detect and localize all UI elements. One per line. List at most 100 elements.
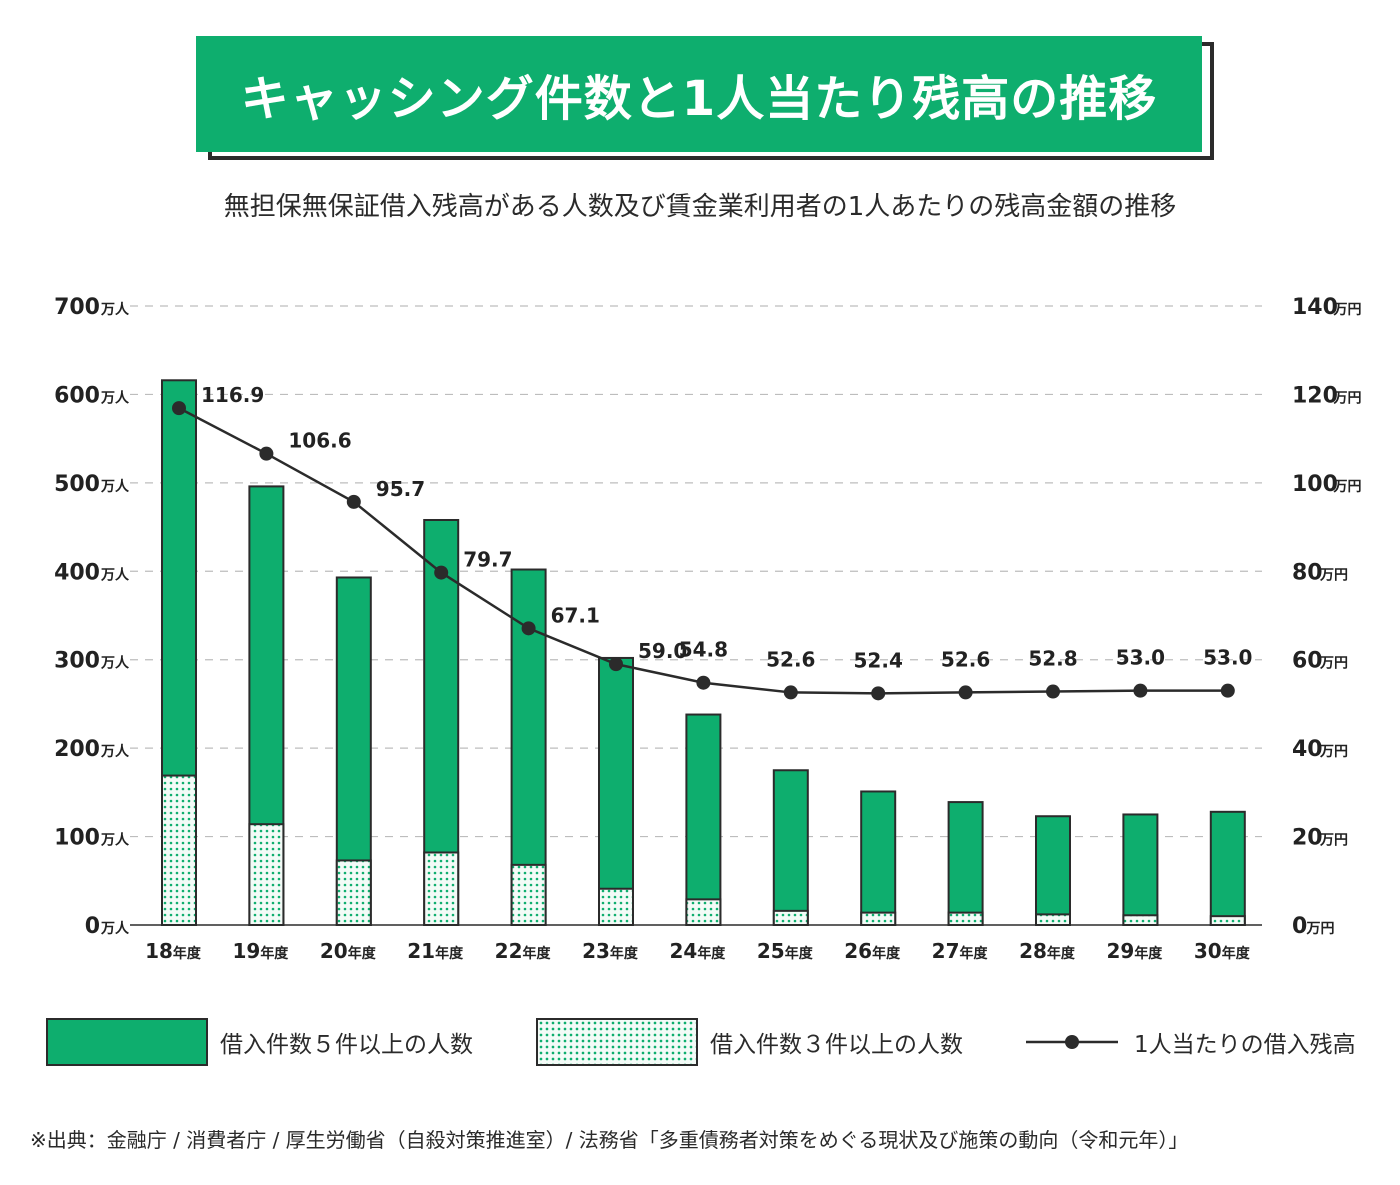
category-label: 23年度 xyxy=(582,939,639,963)
balance-data-label: 53.0 xyxy=(1203,646,1252,670)
bar-dotted xyxy=(1035,913,1071,926)
right-tick-unit: 万円 xyxy=(1319,656,1348,672)
balance-point xyxy=(1046,684,1060,699)
balance-point xyxy=(783,685,798,700)
legend-swatch-dotted xyxy=(536,1018,698,1066)
balance-point xyxy=(1133,683,1148,698)
left-tick-unit: 万人 xyxy=(100,301,130,318)
balance-data-label: 52.6 xyxy=(766,647,815,671)
category-label: 21年度 xyxy=(407,939,464,963)
left-tick-label: 100 xyxy=(54,826,100,851)
right-tick-unit: 万円 xyxy=(1319,833,1348,849)
left-tick-label: 200 xyxy=(54,737,100,762)
right-tick-label: 120 xyxy=(1292,383,1338,408)
right-tick-label: 20 xyxy=(1292,826,1323,851)
legend-line-marker xyxy=(1026,1035,1118,1049)
right-tick-label: 40 xyxy=(1292,737,1323,762)
right-tick-unit: 万円 xyxy=(1306,921,1335,937)
bar-solid xyxy=(860,790,897,926)
bar-dotted xyxy=(248,823,285,926)
balance-data-label: 106.6 xyxy=(288,429,351,453)
bar-dotted xyxy=(423,851,460,927)
left-tick-label: 700 xyxy=(54,295,100,320)
bar-dotted xyxy=(1209,915,1246,927)
bar-solid xyxy=(1122,813,1159,927)
balance-point xyxy=(346,494,361,509)
right-tick-label: 60 xyxy=(1292,649,1323,674)
balance-data-label: 116.9 xyxy=(201,383,264,407)
right-tick-label: 100 xyxy=(1292,472,1338,497)
balance-data-label: 54.8 xyxy=(679,638,728,662)
bar-solid xyxy=(685,713,722,926)
bar-dotted xyxy=(335,859,372,926)
category-label: 25年度 xyxy=(757,939,814,963)
left-tick-unit: 万人 xyxy=(100,655,130,672)
legend-label-line: 1人当たりの借入残高 xyxy=(1134,1032,1356,1058)
category-label: 26年度 xyxy=(844,939,901,963)
right-tick-unit: 万円 xyxy=(1333,479,1362,495)
chart-subtitle: 無担保無保証借入残高がある人数及び賃金業利用者の1人あたりの残高金額の推移 xyxy=(223,192,1177,222)
right-tick-label: 0 xyxy=(1292,914,1307,939)
category-label: 29年度 xyxy=(1106,939,1163,963)
balance-point xyxy=(434,565,449,580)
category-label: 20年度 xyxy=(320,939,377,963)
title-banner: キャッシング件数と1人当たり残高の推移 xyxy=(196,36,1216,160)
balance-point xyxy=(1220,683,1235,698)
right-tick-unit: 万円 xyxy=(1319,567,1348,583)
left-tick-unit: 万人 xyxy=(100,832,130,849)
right-tick-label: 80 xyxy=(1292,560,1323,585)
category-label: 24年度 xyxy=(669,939,726,963)
left-tick-label: 500 xyxy=(54,472,100,497)
balance-data-label: 52.6 xyxy=(941,647,990,671)
left-tick-unit: 万人 xyxy=(100,743,130,760)
legend-swatch-solid xyxy=(46,1018,208,1066)
bar-solid xyxy=(772,769,809,926)
balance-data-label: 67.1 xyxy=(551,603,600,627)
bar-solid xyxy=(1035,815,1071,926)
bar-solid xyxy=(1209,810,1246,926)
bar-dotted xyxy=(860,911,897,926)
balance-point xyxy=(696,675,711,690)
left-tick-label: 0 xyxy=(85,914,100,939)
balance-data-label: 52.8 xyxy=(1028,647,1077,671)
legend-item-line: 1人当たりの借入残高 xyxy=(1026,1016,1356,1068)
source-note: ※出典：金融庁 / 消費者庁 / 厚生労働省（自殺対策推進室）/ 法務省「多重債… xyxy=(30,1128,1189,1152)
right-tick-label: 140 xyxy=(1292,295,1338,320)
bar-dotted xyxy=(772,909,809,927)
right-tick-unit: 万円 xyxy=(1333,390,1362,406)
bar-solid xyxy=(598,656,634,927)
balance-point xyxy=(609,657,623,672)
left-tick-unit: 万人 xyxy=(100,389,130,406)
category-label: 28年度 xyxy=(1019,939,1076,963)
category-label: 22年度 xyxy=(495,939,552,963)
bar-dotted xyxy=(598,887,634,926)
bar-dotted xyxy=(685,898,722,926)
left-tick-label: 600 xyxy=(54,383,100,408)
right-tick-unit: 万円 xyxy=(1333,302,1362,318)
bar-dotted xyxy=(161,774,197,927)
category-label: 18年度 xyxy=(145,939,202,963)
right-tick-unit: 万円 xyxy=(1319,744,1348,760)
legend-item-solid: 借入件数５件以上の人数 xyxy=(46,1016,473,1068)
balance-data-label: 52.4 xyxy=(854,648,903,672)
bar-dotted xyxy=(510,863,547,927)
balance-point xyxy=(521,621,536,636)
legend-label-solid: 借入件数５件以上の人数 xyxy=(220,1032,473,1058)
balance-data-label: 79.7 xyxy=(463,548,512,572)
bars xyxy=(161,379,1246,927)
balance-point xyxy=(871,686,886,701)
balance-point xyxy=(259,446,274,461)
balance-data-label: 95.7 xyxy=(376,477,425,501)
bar-solid xyxy=(947,801,984,926)
balance-line xyxy=(172,401,1235,701)
balance-data-label: 53.0 xyxy=(1116,646,1165,670)
bar-dotted xyxy=(947,911,984,926)
left-tick-unit: 万人 xyxy=(100,920,130,937)
legend-label-dotted: 借入件数３件以上の人数 xyxy=(710,1032,963,1058)
category-label: 19年度 xyxy=(232,939,289,963)
category-label: 27年度 xyxy=(932,939,989,963)
category-label: 30年度 xyxy=(1194,939,1251,963)
left-tick-unit: 万人 xyxy=(100,478,130,495)
bar-dotted xyxy=(1122,914,1159,926)
